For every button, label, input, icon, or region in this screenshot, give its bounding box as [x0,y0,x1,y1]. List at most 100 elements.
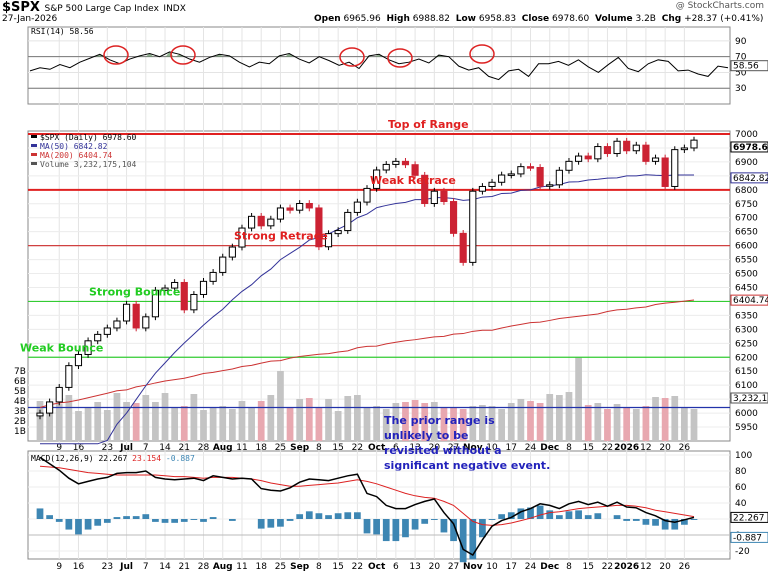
candle-body [161,287,169,291]
volume-bar [632,409,640,441]
macd-histogram-bar [113,517,121,519]
candle-body [142,316,150,329]
macd-histogram-bar [584,515,592,519]
legend-swatch [31,162,37,165]
macd-legend-part: -0.887 [161,454,195,463]
x-tick-label: 11 [236,562,247,572]
volume-bar [228,409,236,441]
macd-histogram-bar [94,519,102,526]
volume-bar [517,399,525,441]
x-tick-label: 26 [679,562,691,572]
candle-body [671,149,679,187]
x-tick-label: 7 [143,562,149,572]
candle-body [478,185,486,192]
volume-bar [75,411,82,441]
macd-histogram-bar [354,512,361,519]
x-tick-label: 14 [159,562,171,572]
candle-body [382,163,390,171]
open-label: Open [314,14,341,24]
macd-histogram-bar [411,519,419,530]
macd-histogram-bar [382,519,390,542]
candle-body [565,160,573,171]
level-label: Strong Bounce [89,285,180,298]
volume-last-value: 3,232,175 [733,394,768,404]
volume-bar [546,394,554,441]
volume-bar [113,393,121,441]
candle-body [267,218,275,227]
open-value: 6965.96 [343,14,381,24]
volume-bar [171,408,179,441]
candle-body [690,139,698,149]
legend-entry: Volume 3,232,175,104 [40,160,137,169]
x-tick-label: 21 [179,562,190,572]
rsi-last-value: 58.56 [733,62,759,72]
volume-bar [152,402,159,441]
candle-body [421,174,429,204]
x-tick-label: 28 [198,443,210,453]
rsi-last-value-box [730,60,768,72]
candle-body [286,207,294,211]
x-tick-label: 17 [506,443,517,453]
candle-body [171,281,179,289]
last-price: 6978.60 [733,143,768,153]
x-tick-label: 2026 [614,562,639,572]
price-y-tick: 6200 [735,353,758,363]
macd-histogram-bar [671,519,679,530]
volume-bar [296,399,304,441]
candle-body [430,190,438,204]
macd-last-value: 22.267 [733,513,765,523]
macd-histogram-bar [257,519,265,529]
price-y-tick: 6500 [735,270,758,280]
rsi-highlight-circle [469,44,495,64]
macd-histogram-bar [286,519,294,521]
symbol: $SPX [2,0,40,15]
macd-histogram-bar [46,515,53,519]
x-tick-label: 15 [332,443,343,453]
x-tick-label: 25 [275,562,286,572]
macd-histogram-bar [632,519,640,521]
x-tick-label: 15 [332,562,343,572]
close-value: 6978.60 [552,14,590,24]
range-note-line: The prior range is [384,414,495,427]
level-label: Top of Range [388,118,469,131]
macd-histogram-bar [277,519,284,527]
macd-legend-part: 22.267 [94,454,128,463]
volume-bar [65,395,73,441]
volume-label: Volume [594,14,633,24]
price-y-tick: 7000 [735,130,758,140]
x-tick-label: 12 [640,562,651,572]
macd-histogram-bar [527,507,534,519]
volume-bar [421,403,429,441]
x-tick-label: 22 [602,562,613,572]
volume-bar [488,406,496,441]
x-tick-label: 9 [56,562,62,572]
candle-body [546,184,554,187]
range-note-line: revisited without a [384,444,502,457]
volume-bar [604,409,611,441]
macd-histogram-bar [479,519,486,538]
volume-bar [180,406,188,441]
rsi-line [29,51,729,81]
candle-body [180,281,188,311]
rsi-title: RSI(14) 58.56 [31,27,94,36]
volume-bar [36,401,44,441]
macd-histogram-bar [36,508,44,519]
price-y-tick: 6300 [735,325,758,335]
x-tick-label: Oct [368,443,386,453]
macd-histogram-bar [517,508,525,519]
high-value: 6988.82 [412,14,450,24]
macd-histogram-bar [142,514,150,519]
range-note-line: significant negative event. [384,459,550,472]
volume-y-tick: 7B [14,367,26,377]
x-tick-label: Dec [540,443,559,453]
macd-histogram-bar [180,519,188,522]
macd-histogram-bar [469,519,477,560]
candle-body [103,327,111,335]
volume-y-tick: 4B [14,397,26,407]
macd-histogram-bar [594,513,602,519]
macd-line [39,456,695,557]
x-tick-label: 28 [198,562,210,572]
x-tick-label: 6 [393,562,399,572]
x-tick-label: 23 [102,443,113,453]
